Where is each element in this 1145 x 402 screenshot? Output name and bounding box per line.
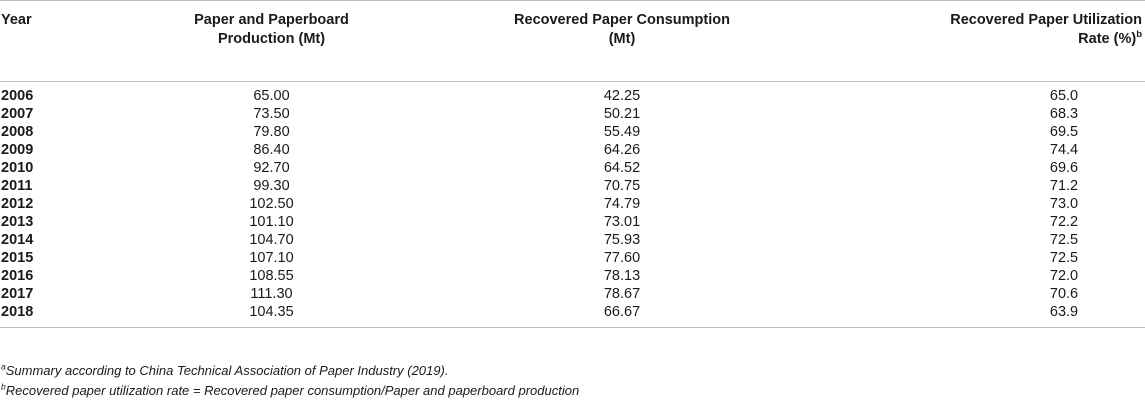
header-consumption-line2: (Mt) bbox=[608, 31, 636, 47]
cell-year: 2008 bbox=[1, 123, 34, 140]
cell-year: 2009 bbox=[1, 141, 34, 158]
cell-rate: 73.0 bbox=[1049, 195, 1079, 212]
cell-consumption: 50.21 bbox=[603, 105, 641, 122]
cell-consumption: 73.01 bbox=[603, 213, 641, 230]
cell-year: 2017 bbox=[1, 285, 34, 302]
cell-year: 2016 bbox=[1, 267, 34, 284]
header-year-label: Year bbox=[1, 12, 32, 28]
table-row: 2007 73.50 50.21 68.3 bbox=[0, 106, 1145, 124]
table-row: 2014 104.70 75.93 72.5 bbox=[0, 232, 1145, 250]
cell-consumption: 42.25 bbox=[603, 88, 641, 104]
header-rate-footnote-mark: b bbox=[1136, 29, 1142, 41]
table-row: 2011 99.30 70.75 71.2 bbox=[0, 178, 1145, 196]
cell-production: 104.35 bbox=[112, 303, 431, 328]
cell-rate: 72.2 bbox=[1049, 213, 1079, 230]
table-row: 2017 111.30 78.67 70.6 bbox=[0, 286, 1145, 304]
cell-production: 79.80 bbox=[253, 123, 290, 140]
header-rate-line2-wrap: Rate (%)b bbox=[814, 30, 1142, 49]
header-consumption: Recovered Paper Consumption (Mt) bbox=[431, 0, 813, 82]
cell-year: 2007 bbox=[1, 105, 34, 122]
footnote-a: aSummary according to China Technical As… bbox=[1, 361, 579, 381]
cell-consumption: 78.67 bbox=[603, 285, 641, 302]
cell-consumption: 66.67 bbox=[431, 303, 813, 328]
cell-rate: 71.2 bbox=[1049, 177, 1079, 194]
header-rate: Recovered Paper Utilization Rate (%)b bbox=[813, 0, 1145, 82]
cell-year: 2014 bbox=[1, 231, 34, 248]
cell-production: 108.55 bbox=[249, 267, 294, 284]
cell-production: 104.70 bbox=[249, 231, 294, 248]
cell-consumption: 70.75 bbox=[603, 177, 641, 194]
cell-rate: 65.0 bbox=[1049, 88, 1079, 104]
table-row: 2006 65.00 42.25 65.0 bbox=[0, 82, 1145, 106]
table-header: Year Paper and Paperboard Production (Mt… bbox=[0, 0, 1145, 82]
footnote-a-text: Summary according to China Technical Ass… bbox=[5, 363, 449, 378]
header-production-line1: Paper and Paperboard bbox=[194, 12, 349, 28]
footnote-a-mark: a bbox=[1, 361, 6, 372]
cell-year: 2012 bbox=[1, 195, 34, 212]
cell-year: 2015 bbox=[1, 249, 34, 266]
footnote-b-text: Recovered paper utilization rate = Recov… bbox=[5, 383, 580, 398]
table-row: 2016 108.55 78.13 72.0 bbox=[0, 268, 1145, 286]
header-row: Year Paper and Paperboard Production (Mt… bbox=[0, 0, 1145, 82]
cell-rate: 63.9 bbox=[813, 303, 1145, 328]
cell-production: 111.30 bbox=[250, 285, 293, 302]
cell-rate: 70.6 bbox=[1049, 285, 1079, 302]
header-rate-line2: Rate (%) bbox=[1078, 31, 1137, 47]
cell-consumption: 74.79 bbox=[603, 195, 641, 212]
table-row: 2015 107.10 77.60 72.5 bbox=[0, 250, 1145, 268]
cell-production: 86.40 bbox=[253, 141, 290, 158]
footnotes: aSummary according to China Technical As… bbox=[1, 361, 579, 401]
cell-rate: 72.5 bbox=[1049, 249, 1079, 266]
cell-year: 2006 bbox=[1, 88, 34, 104]
header-production: Paper and Paperboard Production (Mt) bbox=[112, 0, 431, 82]
cell-production: 107.10 bbox=[249, 249, 294, 266]
table-row: 2008 79.80 55.49 69.5 bbox=[0, 124, 1145, 142]
cell-production: 65.00 bbox=[253, 88, 290, 104]
header-rate-line1: Recovered Paper Utilization bbox=[950, 12, 1142, 28]
cell-consumption: 55.49 bbox=[603, 123, 641, 140]
cell-rate: 74.4 bbox=[1049, 141, 1079, 158]
table-row: 2013 101.10 73.01 72.2 bbox=[0, 214, 1145, 232]
cell-rate: 72.5 bbox=[1049, 231, 1079, 248]
cell-consumption: 77.60 bbox=[603, 249, 641, 266]
cell-rate: 69.6 bbox=[1049, 159, 1079, 176]
cell-rate: 72.0 bbox=[1049, 267, 1079, 284]
table-row: 2009 86.40 64.26 74.4 bbox=[0, 142, 1145, 160]
table-row: 2010 92.70 64.52 69.6 bbox=[0, 160, 1145, 178]
cell-consumption: 64.26 bbox=[603, 141, 641, 158]
cell-year: 2018 bbox=[0, 303, 112, 328]
cell-year: 2010 bbox=[1, 159, 34, 176]
header-year: Year bbox=[0, 0, 112, 82]
table-body: 2006 65.00 42.25 65.0 2007 73.50 50.21 68.3 2008… bbox=[0, 82, 1145, 328]
footnote-b-mark: b bbox=[1, 381, 6, 392]
cell-year: 2011 bbox=[1, 177, 33, 194]
cell-production: 99.30 bbox=[253, 177, 290, 194]
footnote-b: bRecovered paper utilization rate = Reco… bbox=[1, 381, 579, 401]
cell-consumption: 78.13 bbox=[603, 267, 641, 284]
header-consumption-line1: Recovered Paper Consumption bbox=[514, 12, 730, 28]
cell-rate: 68.3 bbox=[1049, 105, 1079, 122]
header-production-line2: Production (Mt) bbox=[217, 31, 326, 47]
cell-production: 102.50 bbox=[249, 195, 294, 212]
cell-rate: 69.5 bbox=[1049, 123, 1079, 140]
table-row: 2012 102.50 74.79 73.0 bbox=[0, 196, 1145, 214]
cell-production: 101.10 bbox=[249, 213, 294, 230]
cell-year: 2013 bbox=[1, 213, 34, 230]
table-row: 2018 104.35 66.67 63.9 bbox=[0, 303, 1145, 328]
cell-production: 73.50 bbox=[253, 105, 290, 122]
cell-production: 92.70 bbox=[253, 159, 290, 176]
data-table: Year Paper and Paperboard Production (Mt… bbox=[0, 0, 1145, 328]
cell-consumption: 64.52 bbox=[603, 159, 641, 176]
cell-consumption: 75.93 bbox=[603, 231, 641, 248]
